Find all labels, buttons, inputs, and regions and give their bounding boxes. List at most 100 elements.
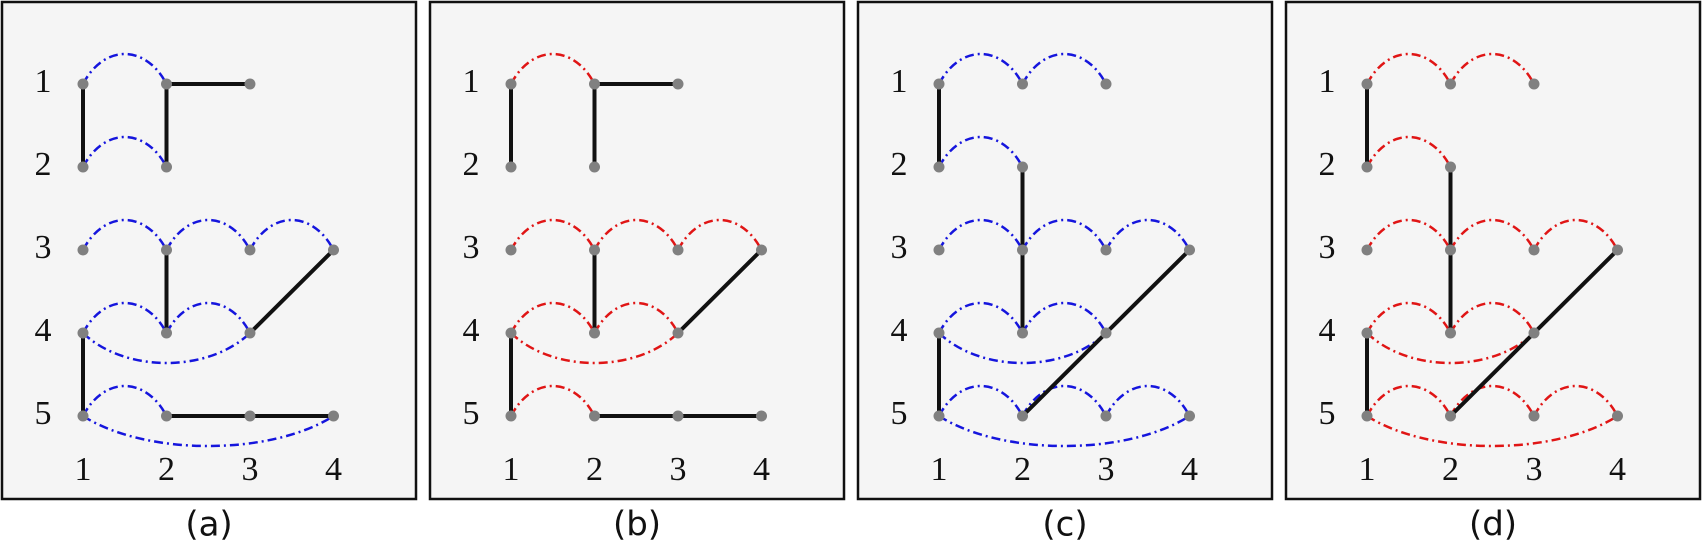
node: [1361, 161, 1373, 173]
arc-edge: [937, 301, 1024, 334]
node: [933, 78, 945, 90]
node: [505, 244, 517, 256]
node: [1361, 410, 1373, 422]
row-label: 4: [35, 312, 52, 349]
arc-edge: [1021, 384, 1108, 417]
node: [1445, 327, 1456, 339]
arc-edge: [1021, 218, 1108, 251]
row-label: 5: [891, 395, 908, 432]
arc-edge: [509, 52, 596, 85]
arc-edge: [593, 218, 680, 251]
col-label: 1: [931, 451, 948, 488]
row-label: 4: [891, 312, 908, 349]
arc-edge: [509, 218, 596, 251]
node: [589, 78, 600, 90]
node: [1528, 327, 1540, 339]
row-label: 5: [463, 395, 480, 432]
node: [589, 161, 600, 173]
arc-edge: [937, 384, 1024, 417]
node: [1017, 410, 1028, 422]
arc-edge: [1365, 301, 1452, 334]
arc-edge: [1449, 384, 1536, 417]
row-label: 5: [1319, 395, 1336, 432]
panel-frame: [0, 0, 418, 501]
node: [77, 327, 89, 339]
node: [1100, 78, 1112, 90]
node: [1445, 161, 1456, 173]
arc-edge: [1365, 52, 1452, 85]
arc-edge: [81, 52, 168, 85]
node: [672, 244, 684, 256]
arc-edge: [82, 414, 335, 448]
arc-edge: [509, 384, 596, 417]
node: [933, 244, 945, 256]
node: [1017, 78, 1028, 90]
arc-edge: [82, 332, 251, 365]
col-label: 2: [1442, 451, 1459, 488]
node: [933, 161, 945, 173]
col-label: 3: [242, 451, 259, 488]
arc-edge: [165, 301, 252, 334]
node: [505, 161, 517, 173]
arc-edge: [1365, 218, 1452, 251]
arc-edge: [1532, 218, 1619, 251]
col-label: 4: [1181, 451, 1198, 488]
node: [589, 327, 600, 339]
arc-edge: [81, 384, 168, 417]
arc-edge: [1449, 52, 1536, 85]
row-label: 2: [463, 146, 480, 183]
node: [672, 78, 684, 90]
arc-edge: [937, 218, 1024, 251]
col-label: 4: [325, 451, 342, 488]
node: [505, 410, 517, 422]
arc-edge: [676, 218, 763, 251]
node: [244, 327, 256, 339]
row-label: 1: [35, 63, 52, 100]
col-label: 1: [1359, 451, 1376, 488]
node: [161, 244, 172, 256]
arc-edge: [1021, 301, 1108, 334]
arc-edge: [81, 301, 168, 334]
node: [1184, 410, 1195, 422]
node: [1445, 78, 1456, 90]
arc-edge: [1365, 384, 1452, 417]
arc-edge: [593, 301, 680, 334]
node: [1100, 410, 1112, 422]
arc-edge: [1532, 384, 1619, 417]
node: [1361, 78, 1373, 90]
arc-edge: [1365, 135, 1452, 168]
node: [77, 244, 89, 256]
arc-edge: [165, 218, 252, 251]
arc-edge: [938, 332, 1107, 365]
node: [244, 244, 256, 256]
row-label: 3: [1319, 229, 1336, 266]
row-label: 3: [463, 229, 480, 266]
arc-edge: [510, 332, 679, 365]
panel-frame: [856, 0, 1274, 501]
node: [1612, 244, 1623, 256]
node: [244, 78, 256, 90]
node: [161, 78, 172, 90]
node: [505, 327, 517, 339]
col-label: 3: [1098, 451, 1115, 488]
col-label: 1: [75, 451, 92, 488]
arc-edge: [937, 135, 1024, 168]
node: [1184, 244, 1195, 256]
node: [161, 161, 172, 173]
node: [1100, 327, 1112, 339]
arc-edge: [937, 52, 1024, 85]
row-label: 2: [35, 146, 52, 183]
arc-edge: [509, 301, 596, 334]
arc-edge: [1449, 301, 1536, 334]
arc-edge: [1104, 384, 1191, 417]
node: [161, 327, 172, 339]
node: [933, 327, 945, 339]
node: [589, 244, 600, 256]
node: [933, 410, 945, 422]
panel-caption: (d): [1469, 505, 1517, 545]
arc-edge: [938, 414, 1191, 448]
